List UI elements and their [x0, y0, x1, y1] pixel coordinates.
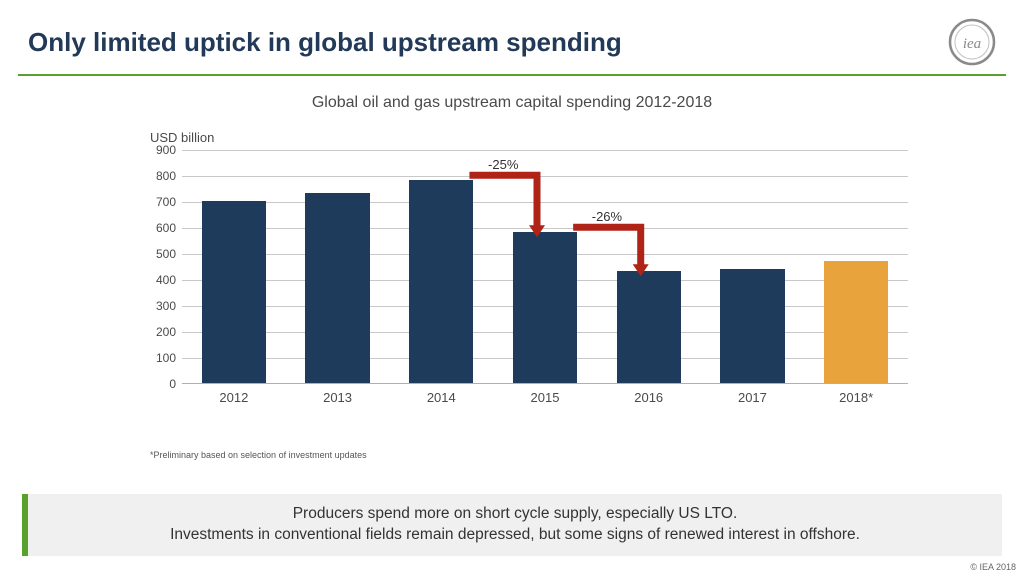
- y-tick-label: 0: [146, 377, 176, 391]
- page-title: Only limited uptick in global upstream s…: [28, 27, 622, 58]
- x-tick-label: 2012: [219, 390, 248, 405]
- y-tick-label: 500: [146, 247, 176, 261]
- iea-logo: iea: [948, 18, 996, 66]
- y-tick-label: 400: [146, 273, 176, 287]
- title-underline: [18, 74, 1006, 76]
- y-tick-label: 600: [146, 221, 176, 235]
- copyright: © IEA 2018: [970, 562, 1016, 572]
- caption-line-2: Investments in conventional fields remai…: [42, 525, 988, 546]
- y-tick-label: 200: [146, 325, 176, 339]
- header: Only limited uptick in global upstream s…: [0, 0, 1024, 74]
- chart-area: 0100200300400500600700800900201220132014…: [148, 150, 908, 400]
- drop-label: -25%: [488, 157, 518, 172]
- x-tick-label: 2018*: [839, 390, 873, 405]
- caption-box: Producers spend more on short cycle supp…: [22, 494, 1002, 556]
- drop-label: -26%: [592, 209, 622, 224]
- y-tick-label: 700: [146, 195, 176, 209]
- y-tick-label: 800: [146, 169, 176, 183]
- x-tick-label: 2017: [738, 390, 767, 405]
- logo-text: iea: [963, 36, 981, 52]
- drop-arrow: [182, 150, 908, 384]
- x-tick-label: 2013: [323, 390, 352, 405]
- x-tick-label: 2014: [427, 390, 456, 405]
- y-tick-label: 300: [146, 299, 176, 313]
- chart-plot: [182, 150, 908, 384]
- chart-title: Global oil and gas upstream capital spen…: [0, 94, 1024, 112]
- y-tick-label: 900: [146, 143, 176, 157]
- caption-line-1: Producers spend more on short cycle supp…: [42, 504, 988, 525]
- x-tick-label: 2015: [531, 390, 560, 405]
- chart-footnote: *Preliminary based on selection of inves…: [150, 450, 367, 460]
- y-tick-label: 100: [146, 351, 176, 365]
- x-tick-label: 2016: [634, 390, 663, 405]
